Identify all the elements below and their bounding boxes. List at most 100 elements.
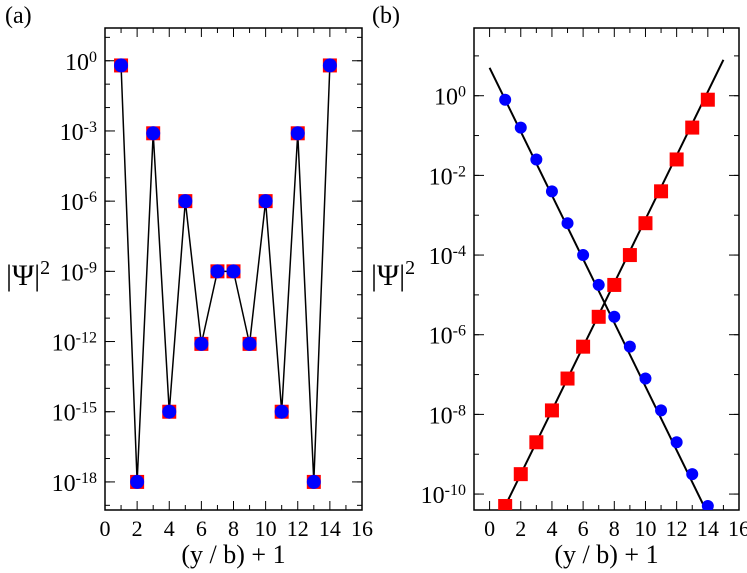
y-tick-label-exponent: -10 — [445, 482, 466, 499]
data-point-circle — [639, 372, 652, 385]
connecting-line — [120, 65, 331, 482]
y-tick-label-exponent: -18 — [76, 469, 97, 486]
y-axis-label-base: |Ψ| — [6, 259, 40, 292]
y-axis-label: |Ψ|2 — [6, 257, 50, 292]
y-tick-label-exponent: -3 — [84, 118, 97, 135]
y-tick-label: 10-3 — [60, 118, 97, 146]
data-point-square — [685, 120, 700, 135]
y-tick-label: 100 — [434, 83, 466, 111]
data-point-circle — [242, 336, 257, 351]
y-tick-label: 10-12 — [52, 329, 97, 357]
data-point-square — [591, 309, 606, 324]
y-tick-label-base: 10 — [434, 85, 458, 111]
panel-label: (a) — [5, 3, 32, 29]
fit-line — [488, 67, 707, 510]
y-tick-label-exponent: -15 — [76, 399, 97, 416]
y-tick-label: 10-15 — [52, 399, 97, 427]
panel-b-chart: 0 2 4 6 8 10 12 14 1610010-210-410-610-810-10(b)… — [371, 3, 747, 569]
y-tick-label-base: 10 — [429, 324, 453, 350]
y-tick-label-base: 10 — [52, 401, 76, 427]
y-tick-label-base: 10 — [421, 483, 445, 509]
fit-line — [502, 59, 725, 510]
x-tick-label: 2 — [515, 516, 526, 541]
y-tick-label-exponent: -12 — [76, 329, 97, 346]
y-tick-label-base: 10 — [429, 244, 453, 270]
y-tick-label-base: 10 — [60, 120, 84, 146]
y-tick-label-exponent: 0 — [458, 83, 466, 100]
data-point-circle — [686, 468, 699, 481]
y-tick-label-exponent: -6 — [453, 322, 466, 339]
x-tick-label: 6 — [196, 516, 207, 541]
y-tick-label: 10-6 — [429, 322, 466, 350]
x-axis-label: (y / b) + 1 — [554, 540, 658, 569]
x-tick-label: 10 — [634, 516, 656, 541]
x-tick-label: 2 — [132, 516, 143, 541]
y-axis-label-exponent: 2 — [405, 257, 415, 279]
y-tick-label-exponent: -8 — [453, 402, 466, 419]
data-point-circle — [655, 404, 668, 417]
data-point-square — [576, 339, 591, 354]
data-point-square — [607, 277, 622, 292]
data-point-circle — [290, 126, 305, 141]
data-point-circle — [322, 58, 337, 73]
y-tick-label: 10-4 — [429, 243, 466, 271]
data-point-circle — [545, 185, 558, 198]
y-tick-label-exponent: -2 — [453, 163, 466, 180]
y-tick-label: 10-8 — [429, 402, 466, 430]
data-point-square — [622, 248, 637, 263]
data-point-circle — [146, 126, 161, 141]
y-tick-label: 10-2 — [429, 163, 466, 191]
x-axis-label: (y / b) + 1 — [181, 540, 285, 569]
y-tick-label-base: 10 — [429, 403, 453, 429]
data-point-circle — [530, 153, 543, 166]
data-point-circle — [178, 194, 193, 209]
data-point-circle — [561, 217, 574, 230]
data-point-square — [513, 467, 528, 482]
y-tick-label-base: 10 — [65, 50, 89, 76]
data-point-circle — [499, 93, 512, 106]
data-point-circle — [670, 436, 683, 449]
data-point-circle — [162, 404, 177, 419]
x-tick-label: 14 — [697, 516, 719, 541]
panel-a-chart: 0 2 4 6 8 10 12 14 1610010-310-610-910-1210-1510… — [5, 3, 373, 569]
data-point-circle — [608, 310, 621, 323]
data-point-circle — [592, 278, 605, 291]
data-point-square — [654, 184, 669, 199]
data-point-circle — [514, 121, 527, 134]
y-tick-label: 10-18 — [52, 469, 97, 497]
y-tick-label-base: 10 — [52, 471, 76, 497]
x-tick-label: 10 — [255, 516, 277, 541]
y-axis-label-base: |Ψ| — [371, 259, 405, 292]
y-tick-label-exponent: -9 — [84, 259, 97, 276]
x-tick-label: 14 — [319, 516, 341, 541]
x-tick-label: 16 — [728, 516, 747, 541]
y-tick-label: 100 — [65, 48, 97, 76]
data-point-circle — [623, 340, 636, 353]
plot-content — [114, 58, 337, 489]
data-point-circle — [306, 474, 321, 489]
data-point-square — [498, 499, 513, 510]
data-point-circle — [258, 194, 273, 209]
y-tick-label-exponent: -6 — [84, 189, 97, 206]
y-axis-label: |Ψ|2 — [371, 257, 415, 292]
x-tick-label: 12 — [287, 516, 309, 541]
y-tick-label: 10-6 — [60, 189, 97, 217]
x-tick-label: 8 — [609, 516, 620, 541]
data-point-circle — [226, 264, 241, 279]
x-tick-label: 4 — [546, 516, 557, 541]
x-tick-label: 12 — [666, 516, 688, 541]
y-tick-label-base: 10 — [52, 331, 76, 357]
data-point-circle — [701, 500, 714, 510]
y-tick-label: 10-9 — [60, 259, 97, 287]
y-tick-label-exponent: -4 — [453, 243, 466, 260]
data-point-square — [560, 371, 575, 386]
y-tick-label-exponent: 0 — [89, 48, 97, 65]
panel-label: (b) — [372, 3, 400, 29]
data-point-circle — [194, 336, 209, 351]
x-tick-label: 4 — [164, 516, 175, 541]
y-tick-label: 10-10 — [421, 482, 466, 510]
x-tick-label: 16 — [351, 516, 373, 541]
y-tick-label-base: 10 — [60, 190, 84, 216]
x-tick-label: 8 — [228, 516, 239, 541]
